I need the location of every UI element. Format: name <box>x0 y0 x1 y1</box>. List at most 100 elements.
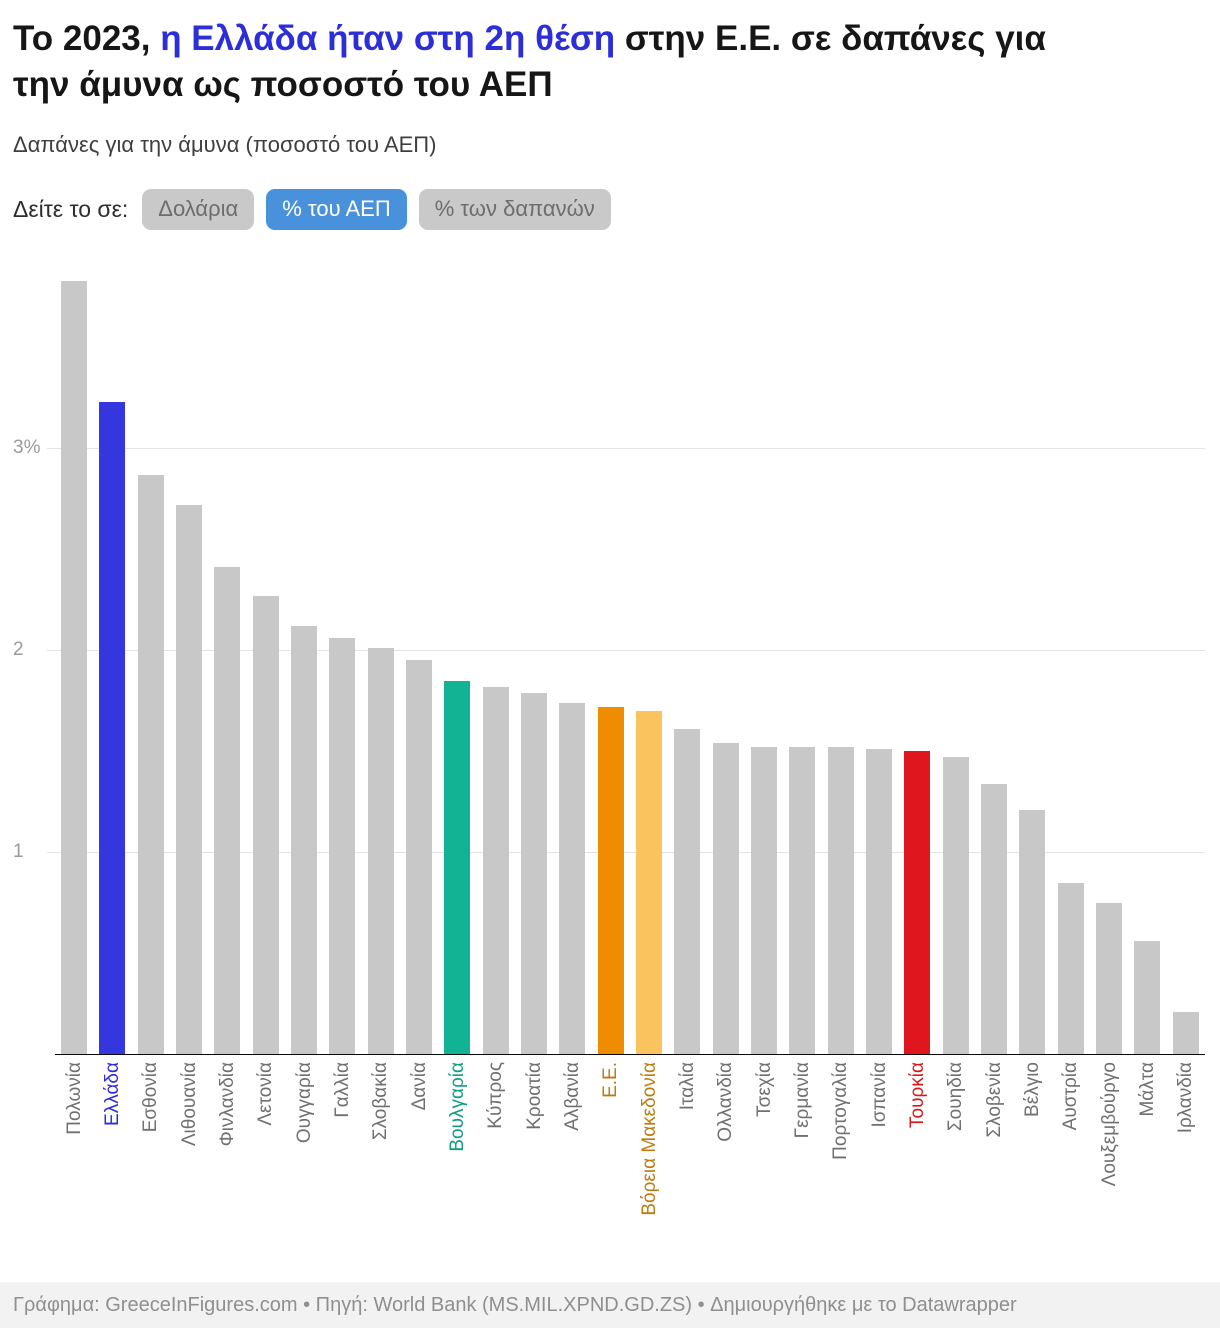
bar[interactable] <box>367 648 394 1055</box>
bar[interactable] <box>99 401 126 1055</box>
bar-column <box>1167 260 1205 1055</box>
y-axis-label: 1 <box>13 841 24 863</box>
title-pre: Το 2023, <box>13 19 161 58</box>
bar[interactable] <box>482 686 509 1055</box>
x-axis-label-slot: Λουξεμβούργο <box>1090 1062 1128 1216</box>
x-axis-label: Ισπανία <box>868 1062 890 1128</box>
bar-column <box>1013 260 1051 1055</box>
x-axis-label: Βόρεια Μακεδονία <box>638 1062 660 1217</box>
bar[interactable] <box>444 680 471 1055</box>
bar-column <box>553 260 591 1055</box>
bar-column <box>323 260 361 1055</box>
bar[interactable] <box>981 783 1008 1055</box>
bar[interactable] <box>406 660 433 1055</box>
bar[interactable] <box>636 710 663 1055</box>
x-axis-label: Αλβανία <box>561 1062 583 1132</box>
bar[interactable] <box>252 595 279 1055</box>
x-axis-label: Λιθουανία <box>178 1062 200 1147</box>
x-axis-label-slot: Ε.Ε. <box>592 1062 630 1216</box>
bar-column <box>247 260 285 1055</box>
x-axis-label-slot: Γερμανία <box>783 1062 821 1216</box>
bar[interactable] <box>904 751 931 1055</box>
bar[interactable] <box>61 280 88 1055</box>
x-axis-label-slot: Δανία <box>400 1062 438 1216</box>
bar[interactable] <box>521 692 548 1055</box>
header: Το 2023, η Ελλάδα ήταν στη 2η θέση στην … <box>0 0 1220 231</box>
bar-chart: 1 2 3% Πολωνία Ελλάδα Εσθονία Λιθουανία Φινλαν… <box>0 260 1220 1216</box>
x-axis-label: Ουγγαρία <box>293 1062 315 1144</box>
view-toggle-spending-percent[interactable]: % των δαπανών <box>418 188 611 231</box>
view-toggle-gdp-percent[interactable]: % του ΑΕΠ <box>266 188 407 231</box>
y-axis: 1 2 3% <box>13 260 55 1054</box>
bar-column <box>170 260 208 1055</box>
bar[interactable] <box>866 749 893 1055</box>
x-axis-label-slot: Ολλανδία <box>707 1062 745 1216</box>
x-axis-label-slot: Βουλγαρία <box>438 1062 476 1216</box>
x-axis-label: Ιταλία <box>676 1062 698 1111</box>
bar[interactable] <box>1172 1011 1199 1055</box>
x-axis-label-slot: Κροατία <box>515 1062 553 1216</box>
bar[interactable] <box>176 504 203 1055</box>
bar[interactable] <box>712 743 739 1055</box>
x-axis-label: Τσεχία <box>753 1062 775 1118</box>
bar[interactable] <box>789 747 816 1055</box>
bar-column <box>438 260 476 1055</box>
view-toggle-dollars[interactable]: Δολάρια <box>142 188 255 231</box>
x-axis-label: Κροατία <box>523 1062 545 1131</box>
bar[interactable] <box>1019 809 1046 1055</box>
x-axis-label: Ελλάδα <box>101 1062 123 1127</box>
bar[interactable] <box>214 567 241 1055</box>
bar[interactable] <box>137 474 164 1055</box>
x-axis-label: Λετονία <box>255 1062 277 1127</box>
view-toggle-label: Δείτε το σε: <box>13 195 129 222</box>
x-axis-label: Σλοβενία <box>983 1062 1005 1139</box>
x-axis-label-slot: Εσθονία <box>132 1062 170 1216</box>
title-highlight: η Ελλάδα ήταν στη 2η θέση <box>160 19 616 58</box>
x-axis-label: Βουλγαρία <box>446 1062 468 1153</box>
x-axis-label-slot: Αυστρία <box>1052 1062 1090 1216</box>
bar-column <box>208 260 246 1055</box>
title-post: στην Ε.Ε. σε δαπάνες για την άμυνα ως πο… <box>13 19 1046 105</box>
x-axis-label: Γερμανία <box>791 1062 813 1139</box>
x-axis-label: Γαλλία <box>331 1062 353 1119</box>
x-axis-label-slot: Αλβανία <box>553 1062 591 1216</box>
bar[interactable] <box>942 757 969 1055</box>
x-axis-label: Βέλγιο <box>1021 1062 1043 1118</box>
x-axis-label: Ολλανδία <box>715 1062 737 1143</box>
bar[interactable] <box>597 706 624 1055</box>
bar[interactable] <box>1134 941 1161 1055</box>
gridline <box>47 448 1205 450</box>
x-axis-label: Δανία <box>408 1062 430 1111</box>
bar-column <box>1090 260 1128 1055</box>
bar[interactable] <box>827 747 854 1055</box>
footer: Γράφημα: GreeceInFigures.com • Πηγή: Wor… <box>0 1282 1220 1328</box>
x-axis-label: Μάλτα <box>1136 1062 1158 1117</box>
x-axis-label-slot: Σουηδία <box>937 1062 975 1216</box>
x-axis-label-slot: Βόρεια Μακεδονία <box>630 1062 668 1216</box>
bar[interactable] <box>1096 902 1123 1055</box>
x-axis-label-slot: Σλοβακία <box>362 1062 400 1216</box>
bar[interactable] <box>674 729 701 1055</box>
bar[interactable] <box>1057 882 1084 1055</box>
x-axis-label-slot: Τσεχία <box>745 1062 783 1216</box>
x-axis-label: Αυστρία <box>1060 1062 1082 1131</box>
x-axis-labels: Πολωνία Ελλάδα Εσθονία Λιθουανία Φινλανδία Λε… <box>55 1062 1205 1216</box>
x-axis-label-slot: Πορτογαλία <box>822 1062 860 1216</box>
chart-subtitle: Δαπάνες για την άμυνα (ποσοστό του ΑΕΠ) <box>13 132 437 158</box>
x-axis-label-slot: Λιθουανία <box>170 1062 208 1216</box>
x-axis-label-slot: Τουρκία <box>898 1062 936 1216</box>
bar[interactable] <box>751 747 778 1055</box>
bar-column <box>783 260 821 1055</box>
x-axis-label-slot: Σλοβενία <box>975 1062 1013 1216</box>
x-axis-label-slot: Πολωνία <box>55 1062 93 1216</box>
y-axis-label: 2 <box>13 639 24 661</box>
bar-column <box>745 260 783 1055</box>
x-axis-label: Εσθονία <box>140 1062 162 1133</box>
x-axis-label-slot: Φινλανδία <box>208 1062 246 1216</box>
bar-column <box>630 260 668 1055</box>
bar[interactable] <box>329 638 356 1055</box>
x-axis-label-slot: Κύπρος <box>477 1062 515 1216</box>
bar[interactable] <box>559 702 586 1055</box>
plot-area <box>47 260 1205 1056</box>
bar[interactable] <box>291 626 318 1055</box>
